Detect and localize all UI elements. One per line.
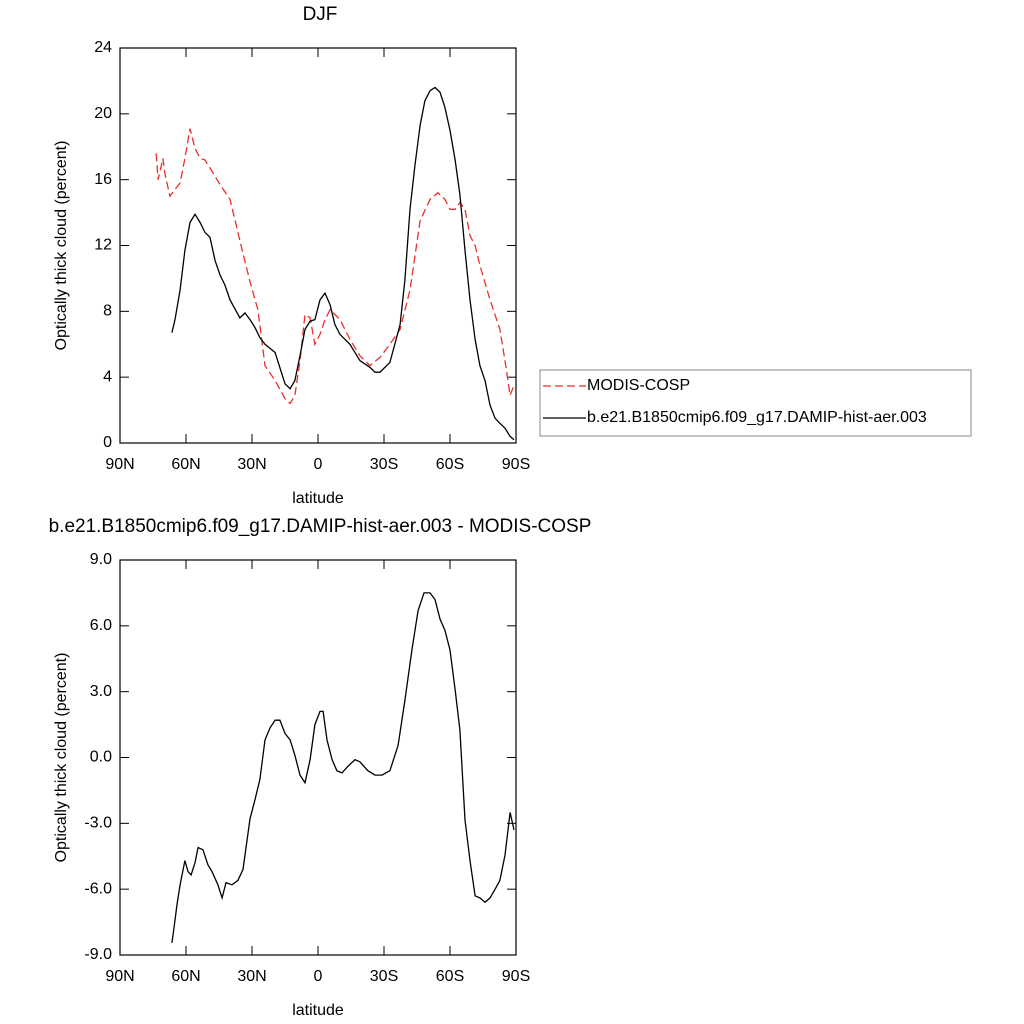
y-tick-label: 16 <box>94 171 112 188</box>
y-tick-label: 6.0 <box>90 617 112 634</box>
y-tick-label: 8 <box>103 303 112 320</box>
y-tick-label: 9.0 <box>90 551 112 568</box>
x-axis-label: latitude <box>292 490 344 507</box>
x-tick-label: 90S <box>502 968 530 985</box>
data-line <box>171 86 515 441</box>
x-tick-label: 30S <box>370 456 398 473</box>
x-tick-label: 60N <box>171 968 200 985</box>
chart-title: b.e21.B1850cmip6.f09_g17.DAMIP-hist-aer.… <box>49 516 592 537</box>
y-tick-label: 4 <box>103 368 112 385</box>
plot-frame <box>119 47 517 444</box>
x-tick-label: 30N <box>237 456 266 473</box>
y-tick-label: 3.0 <box>90 683 112 700</box>
x-tick-label: 30N <box>237 968 266 985</box>
x-tick-label: 90S <box>502 456 530 473</box>
x-tick-label: 0 <box>314 968 323 985</box>
y-tick-label: -6.0 <box>84 880 112 897</box>
chart-title: DJF <box>303 4 338 25</box>
y-tick-label: 0.0 <box>90 749 112 766</box>
x-tick-label: 60S <box>436 968 464 985</box>
x-tick-label: 90N <box>105 456 134 473</box>
y-tick-label: 20 <box>94 105 112 122</box>
x-tick-label: 30S <box>370 968 398 985</box>
x-tick-label: 90N <box>105 968 134 985</box>
y-tick-label: 0 <box>103 434 112 451</box>
y-tick-label: -9.0 <box>84 946 112 963</box>
plot-frame <box>119 559 517 956</box>
legend-box <box>539 369 972 437</box>
legend-label: MODIS-COSP <box>587 377 690 394</box>
y-tick-label: 24 <box>94 39 112 56</box>
x-tick-label: 60S <box>436 456 464 473</box>
legend-label: b.e21.B1850cmip6.f09_g17.DAMIP-hist-aer.… <box>587 409 927 426</box>
data-line <box>155 128 515 405</box>
y-axis-label: Optically thick cloud (percent) <box>53 141 70 351</box>
x-tick-label: 0 <box>314 456 323 473</box>
y-tick-label: -3.0 <box>84 815 112 832</box>
x-axis-label: latitude <box>292 1002 344 1019</box>
x-tick-label: 60N <box>171 456 200 473</box>
data-line <box>171 592 515 943</box>
y-axis-label: Optically thick cloud (percent) <box>53 653 70 863</box>
y-tick-label: 12 <box>94 237 112 254</box>
